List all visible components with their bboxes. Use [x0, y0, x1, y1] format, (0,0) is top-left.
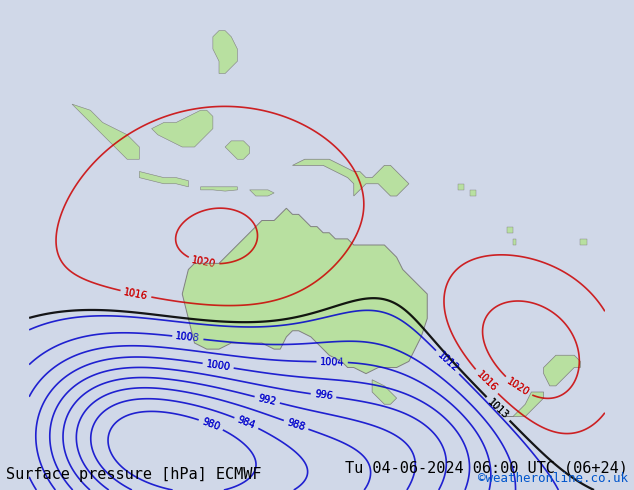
Text: 1004: 1004	[320, 357, 344, 367]
Polygon shape	[182, 208, 427, 373]
Polygon shape	[152, 110, 213, 147]
Polygon shape	[543, 355, 580, 386]
Text: 992: 992	[257, 393, 278, 407]
Polygon shape	[372, 380, 397, 404]
Text: ©weatheronline.co.uk: ©weatheronline.co.uk	[477, 472, 628, 485]
Text: 1008: 1008	[175, 331, 200, 344]
Polygon shape	[250, 190, 274, 196]
Text: 1013: 1013	[486, 397, 510, 421]
Text: Tu 04-06-2024 06:00 UTC (06+24): Tu 04-06-2024 06:00 UTC (06+24)	[345, 460, 628, 475]
Polygon shape	[507, 392, 543, 416]
Text: 980: 980	[200, 416, 221, 432]
Text: 996: 996	[314, 390, 333, 402]
Text: 1020: 1020	[191, 255, 217, 270]
Polygon shape	[458, 184, 464, 190]
Text: 1020: 1020	[191, 255, 217, 270]
Text: 980: 980	[200, 416, 221, 432]
Text: 988: 988	[286, 417, 306, 432]
Text: 1016: 1016	[123, 287, 149, 301]
Polygon shape	[470, 190, 476, 196]
Polygon shape	[213, 30, 237, 74]
Polygon shape	[580, 239, 586, 245]
Text: 988: 988	[286, 417, 306, 432]
Text: 1016: 1016	[474, 369, 499, 394]
Text: 1012: 1012	[435, 350, 460, 374]
Polygon shape	[200, 187, 237, 191]
Text: 1000: 1000	[205, 359, 231, 372]
Polygon shape	[72, 104, 139, 159]
Text: 1020: 1020	[505, 376, 531, 398]
Text: 1012: 1012	[435, 350, 460, 374]
Text: 1016: 1016	[474, 369, 499, 394]
Polygon shape	[292, 159, 409, 196]
Text: 996: 996	[314, 390, 333, 402]
Polygon shape	[225, 141, 250, 159]
Text: 1008: 1008	[175, 331, 200, 344]
Polygon shape	[139, 172, 188, 187]
Text: 1020: 1020	[505, 376, 531, 398]
Text: 1016: 1016	[123, 287, 149, 301]
Polygon shape	[513, 239, 516, 245]
Text: 984: 984	[236, 415, 257, 431]
Text: 992: 992	[257, 393, 278, 407]
Text: 984: 984	[236, 415, 257, 431]
Text: 1004: 1004	[320, 357, 344, 367]
Text: 1013: 1013	[486, 397, 510, 421]
Polygon shape	[507, 226, 513, 233]
Text: Surface pressure [hPa] ECMWF: Surface pressure [hPa] ECMWF	[6, 466, 262, 482]
Text: 1000: 1000	[205, 359, 231, 372]
